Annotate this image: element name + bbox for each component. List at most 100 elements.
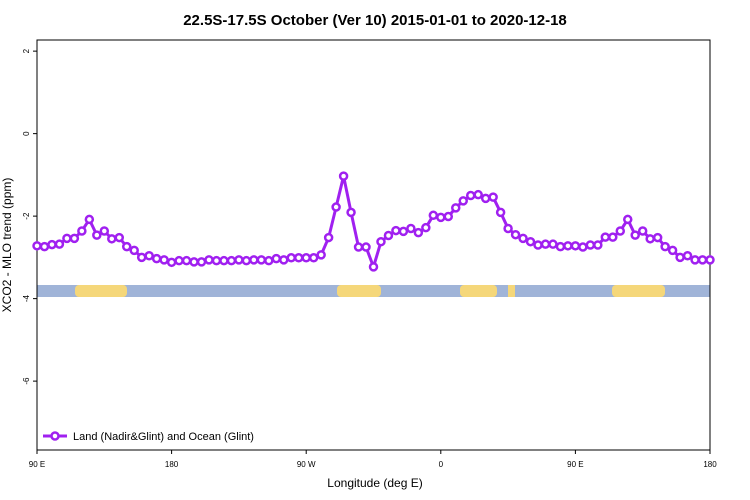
point	[682, 250, 693, 261]
point	[159, 255, 169, 265]
y-tick-label: 2	[22, 48, 31, 53]
point	[39, 241, 50, 252]
point	[622, 214, 633, 225]
point	[54, 239, 65, 249]
legend-marker	[50, 431, 60, 441]
point	[578, 242, 588, 252]
point	[555, 241, 566, 252]
point	[473, 189, 483, 200]
point	[316, 250, 326, 260]
point	[593, 240, 603, 250]
point	[129, 245, 139, 256]
point	[585, 240, 596, 250]
y-axis-label: XCO2 - MLO trend (ppm)	[0, 178, 14, 313]
point	[368, 262, 379, 272]
point	[525, 236, 536, 247]
point	[383, 230, 394, 241]
point	[361, 242, 371, 252]
point	[226, 255, 237, 266]
point	[241, 255, 252, 266]
point	[256, 255, 267, 265]
point	[107, 234, 117, 244]
point	[346, 207, 356, 218]
point	[510, 229, 521, 240]
point	[480, 193, 491, 204]
x-tick-label: 180	[703, 460, 717, 469]
point	[421, 222, 431, 233]
point	[293, 253, 304, 263]
point	[690, 255, 700, 265]
y-tick-label: -4	[22, 295, 31, 303]
point	[69, 233, 80, 244]
legend-label: Land (Nadir&Glint) and Ocean (Glint)	[73, 431, 254, 443]
chart-title: 22.5S-17.5S October (Ver 10) 2015-01-01 …	[183, 12, 567, 29]
point	[428, 210, 439, 221]
point	[353, 242, 364, 252]
point	[675, 252, 685, 263]
point	[465, 190, 476, 201]
point	[323, 232, 334, 243]
point	[436, 212, 446, 223]
point	[645, 234, 655, 244]
point	[540, 239, 551, 249]
point	[151, 253, 162, 264]
point	[518, 233, 528, 244]
y-tick-label: -2	[22, 212, 31, 220]
point	[705, 255, 715, 265]
point	[488, 192, 498, 202]
plot-frame	[36, 39, 711, 451]
point	[114, 232, 125, 243]
point	[144, 250, 154, 261]
point	[608, 232, 618, 242]
point	[166, 257, 177, 268]
point	[458, 196, 468, 206]
point	[660, 241, 670, 252]
point	[219, 255, 229, 266]
point	[286, 253, 296, 263]
point	[697, 255, 708, 265]
x-tick-label: 180	[165, 460, 179, 469]
point	[196, 257, 207, 267]
point	[181, 255, 192, 266]
point	[32, 241, 42, 251]
point	[301, 253, 311, 263]
x-tick-label: 90 W	[297, 460, 316, 469]
point	[406, 223, 416, 234]
point	[413, 227, 424, 238]
x-tick-label: 0	[439, 460, 444, 469]
point	[174, 255, 184, 266]
y-tick-label: -6	[22, 377, 31, 385]
point	[308, 253, 319, 263]
point	[451, 203, 461, 213]
point	[84, 214, 95, 225]
x-axis-label: Longitude (deg E)	[327, 476, 422, 490]
point	[249, 255, 259, 265]
point	[189, 257, 199, 267]
point	[563, 241, 573, 251]
point	[99, 226, 110, 236]
point	[47, 239, 57, 250]
y-tick-label: 0	[22, 131, 31, 136]
point	[376, 236, 386, 247]
point	[503, 223, 513, 234]
point	[391, 225, 401, 236]
point	[615, 226, 626, 236]
point	[637, 226, 648, 236]
point	[264, 255, 274, 266]
point	[271, 253, 282, 264]
point	[121, 241, 132, 252]
point	[495, 207, 506, 218]
point	[77, 226, 87, 236]
x-tick-label: 90 E	[29, 460, 45, 469]
point	[338, 171, 349, 181]
point	[443, 211, 454, 222]
x-tick-label: 90 E	[567, 460, 583, 469]
point	[398, 226, 409, 237]
point	[652, 232, 663, 243]
point	[279, 255, 289, 265]
point	[62, 233, 72, 244]
point	[600, 232, 611, 242]
point	[667, 245, 678, 256]
point	[92, 230, 102, 240]
